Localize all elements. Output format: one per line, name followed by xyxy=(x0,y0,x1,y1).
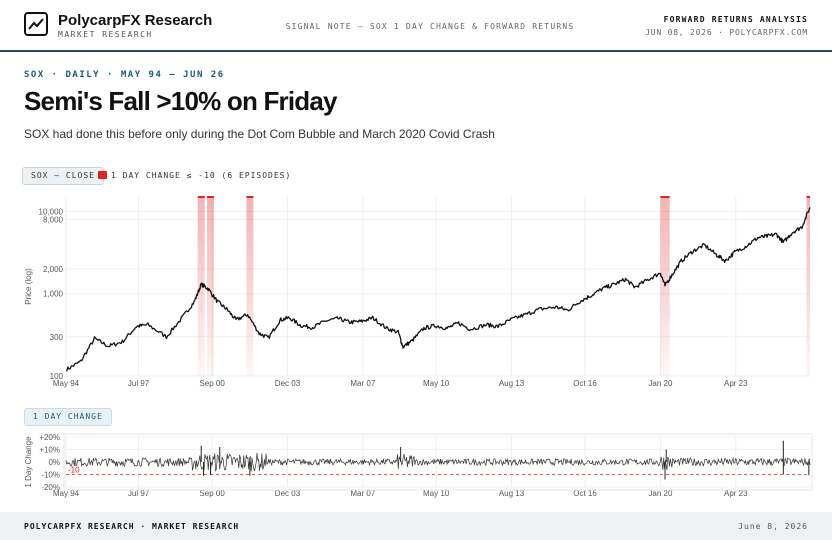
change-x-tick-label: Mar 07 xyxy=(350,489,375,498)
footer-brand: POLYCARPFX RESEARCH · MARKET RESEARCH xyxy=(24,522,240,531)
series-legend-chip: SOX — CLOSE xyxy=(22,167,104,185)
price-y-tick-label: 300 xyxy=(50,333,64,342)
page-title: Semi's Fall >10% on Friday xyxy=(24,86,337,116)
episode-band-cap xyxy=(207,196,214,198)
change-x-tick-label: May 10 xyxy=(423,489,450,498)
header-rule xyxy=(0,50,832,52)
episode-band xyxy=(246,197,254,376)
change-x-tick-label: Sep 00 xyxy=(199,489,225,498)
price-y-tick-label: 1,000 xyxy=(43,290,64,299)
change-y-tick-label: +10% xyxy=(39,446,60,455)
change-y-tick-label: +20% xyxy=(39,433,60,442)
report-type: FORWARD RETURNS ANALYSIS xyxy=(663,15,808,24)
episode-band xyxy=(197,197,205,376)
page-header: PolycarpFX Research MARKET RESEARCH SIGN… xyxy=(0,0,832,50)
episode-band-cap xyxy=(197,196,205,198)
signal-note-label: SIGNAL NOTE — SOX 1 DAY CHANGE & FORWARD… xyxy=(285,22,575,31)
price-x-tick-label: Jan 20 xyxy=(648,379,673,388)
price-x-tick-label: May 10 xyxy=(423,379,450,388)
change-legend-chip: 1 DAY CHANGE xyxy=(24,408,112,426)
episode-legend-label: 1 DAY CHANGE ≤ -10 (6 EPISODES) xyxy=(111,171,292,180)
price-x-tick-label: Aug 13 xyxy=(499,379,525,388)
footer-date: June 8, 2026 xyxy=(738,522,808,531)
price-y-tick-label: 2,000 xyxy=(43,265,64,274)
change-panel-frame xyxy=(63,433,813,491)
threshold-label: -10 xyxy=(68,466,80,475)
change-x-tick-label: Dec 03 xyxy=(275,489,301,498)
episode-band xyxy=(806,197,810,376)
page-footer: POLYCARPFX RESEARCH · MARKET RESEARCH Ju… xyxy=(0,512,832,540)
price-x-tick-label: Dec 03 xyxy=(275,379,301,388)
price-x-tick-label: Sep 00 xyxy=(199,379,225,388)
price-y-tick-label: 100 xyxy=(50,372,64,381)
change-x-tick-label: Apr 23 xyxy=(724,489,748,498)
change-x-tick-label: Jan 20 xyxy=(648,489,673,498)
brand-name: PolycarpFX Research xyxy=(58,12,213,29)
chart-logo-icon xyxy=(24,12,48,36)
price-x-tick-label: Oct 16 xyxy=(573,379,597,388)
price-x-tick-label: Mar 07 xyxy=(350,379,375,388)
change-x-tick-label: Aug 13 xyxy=(499,489,525,498)
brand-subtitle: MARKET RESEARCH xyxy=(58,30,153,39)
change-y-tick-label: -10% xyxy=(41,471,60,480)
episode-band-cap xyxy=(660,196,670,198)
report-date-url: JUN 08, 2026 · POLYCARPFX.COM xyxy=(645,28,808,37)
change-y-axis-label: 1 Day Change xyxy=(24,436,33,488)
change-x-tick-label: May 94 xyxy=(53,489,80,498)
episode-band xyxy=(207,197,214,376)
change-x-tick-label: Jul 97 xyxy=(128,489,150,498)
change-y-tick-label: 0% xyxy=(48,458,60,467)
price-x-tick-label: May 94 xyxy=(53,379,80,388)
charts-canvas: May 94 May 94 Jul 97 Jul 97 Sep 00 Sep 00 Dec … xyxy=(24,196,813,498)
price-y-tick-label: 8,000 xyxy=(43,215,64,224)
eyebrow: SOX · DAILY · MAY 94 — JUN 26 xyxy=(24,70,225,80)
price-x-tick-label: Jul 97 xyxy=(128,379,150,388)
price-x-tick-label: Apr 23 xyxy=(724,379,748,388)
price-series-line xyxy=(66,207,811,372)
episode-band-cap xyxy=(246,196,254,198)
episode-legend-swatch xyxy=(98,171,107,179)
page-subtitle: SOX had done this before only during the… xyxy=(24,127,495,141)
change-x-tick-label: Oct 16 xyxy=(573,489,597,498)
episode-band-cap xyxy=(806,196,810,198)
price-y-axis-label: Price (log) xyxy=(24,268,33,305)
change-y-tick-label: -20% xyxy=(41,483,60,492)
price-y-tick-label: 10,000 xyxy=(39,207,64,216)
change-series-line xyxy=(65,452,811,473)
